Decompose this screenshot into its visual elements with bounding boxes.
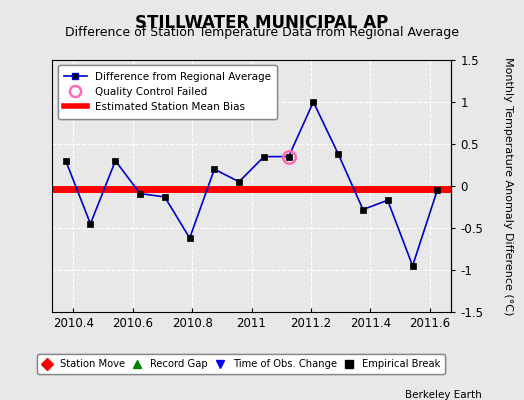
Difference from Regional Average [385, 198, 391, 203]
Text: Berkeley Earth: Berkeley Earth [406, 390, 482, 400]
Difference from Regional Average [261, 154, 267, 159]
Difference from Regional Average [112, 158, 118, 163]
Y-axis label: Monthly Temperature Anomaly Difference (°C): Monthly Temperature Anomaly Difference (… [503, 57, 512, 315]
Difference from Regional Average [360, 207, 366, 212]
Difference from Regional Average [335, 152, 342, 156]
Difference from Regional Average [409, 264, 416, 268]
Difference from Regional Average [137, 191, 143, 196]
Text: STILLWATER MUNICIPAL AP: STILLWATER MUNICIPAL AP [135, 14, 389, 32]
Difference from Regional Average [88, 222, 94, 226]
Legend: Difference from Regional Average, Quality Control Failed, Estimated Station Mean: Difference from Regional Average, Qualit… [58, 65, 277, 119]
Difference from Regional Average [310, 100, 316, 104]
Difference from Regional Average [286, 154, 292, 159]
Difference from Regional Average [161, 194, 168, 199]
Line: Difference from Regional Average: Difference from Regional Average [63, 99, 440, 268]
Text: Difference of Station Temperature Data from Regional Average: Difference of Station Temperature Data f… [65, 26, 459, 39]
Difference from Regional Average [63, 158, 69, 163]
Difference from Regional Average [236, 179, 242, 184]
Legend: Station Move, Record Gap, Time of Obs. Change, Empirical Break: Station Move, Record Gap, Time of Obs. C… [37, 354, 445, 374]
Difference from Regional Average [211, 167, 217, 172]
Difference from Regional Average [187, 236, 193, 240]
Difference from Regional Average [434, 188, 440, 192]
